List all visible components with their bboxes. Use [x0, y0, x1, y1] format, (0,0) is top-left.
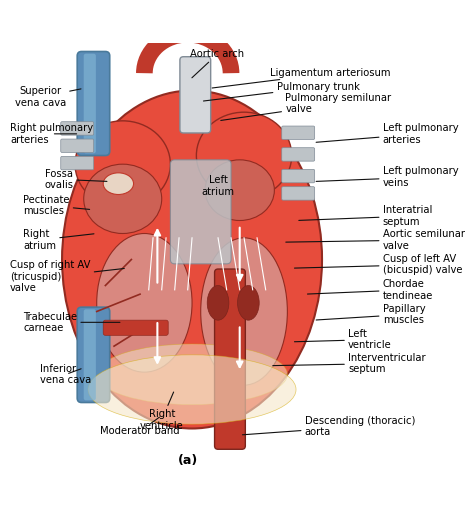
Text: Pectinate
muscles: Pectinate muscles — [23, 195, 90, 216]
FancyBboxPatch shape — [215, 269, 246, 449]
Text: Interventricular
septum: Interventricular septum — [273, 353, 426, 374]
Ellipse shape — [75, 121, 170, 208]
Text: Right
atrium: Right atrium — [23, 229, 94, 251]
Text: Papillary
muscles: Papillary muscles — [316, 304, 425, 325]
Text: Pulmonary trunk: Pulmonary trunk — [203, 82, 359, 101]
FancyBboxPatch shape — [282, 126, 315, 140]
Text: Ligamentum arteriosum: Ligamentum arteriosum — [212, 68, 391, 88]
Text: Chordae
tendineae: Chordae tendineae — [308, 279, 433, 301]
Text: Inferior
vena cava: Inferior vena cava — [40, 363, 91, 385]
Ellipse shape — [237, 285, 259, 320]
FancyBboxPatch shape — [61, 122, 94, 135]
FancyArrowPatch shape — [237, 327, 243, 367]
Text: Right
ventricle: Right ventricle — [140, 392, 183, 431]
Text: Left pulmonary
arteries: Left pulmonary arteries — [316, 123, 458, 145]
FancyBboxPatch shape — [103, 320, 168, 335]
Text: Left pulmonary
veins: Left pulmonary veins — [316, 167, 458, 188]
Text: Cusp of left AV
(bicuspid) valve: Cusp of left AV (bicuspid) valve — [294, 254, 462, 276]
Text: (a): (a) — [178, 454, 198, 467]
Text: Fossa
ovalis: Fossa ovalis — [45, 169, 107, 190]
FancyBboxPatch shape — [170, 160, 231, 264]
Ellipse shape — [97, 234, 192, 372]
Text: Interatrial
septum: Interatrial septum — [299, 206, 432, 227]
Text: Superior
vena cava: Superior vena cava — [15, 86, 81, 108]
Ellipse shape — [201, 238, 287, 385]
FancyBboxPatch shape — [282, 148, 315, 161]
FancyBboxPatch shape — [61, 156, 94, 170]
FancyBboxPatch shape — [84, 53, 96, 153]
Text: Left
atrium: Left atrium — [201, 175, 235, 197]
Ellipse shape — [97, 344, 287, 405]
Ellipse shape — [84, 164, 162, 234]
Text: Cusp of right AV
(tricuspid)
valve: Cusp of right AV (tricuspid) valve — [10, 260, 124, 293]
Text: Right pulmonary
arteries: Right pulmonary arteries — [10, 123, 93, 145]
FancyBboxPatch shape — [282, 187, 315, 200]
FancyBboxPatch shape — [282, 169, 315, 183]
Text: Descending (thoracic)
aorta: Descending (thoracic) aorta — [243, 416, 415, 437]
FancyBboxPatch shape — [61, 139, 94, 153]
FancyArrowPatch shape — [237, 228, 243, 280]
Ellipse shape — [88, 355, 296, 424]
FancyBboxPatch shape — [77, 51, 109, 156]
Text: Left
ventricle: Left ventricle — [294, 329, 392, 350]
Text: Pulmonary semilunar
valve: Pulmonary semilunar valve — [221, 93, 392, 120]
Ellipse shape — [205, 160, 274, 221]
FancyArrowPatch shape — [155, 230, 160, 283]
FancyBboxPatch shape — [84, 309, 96, 400]
FancyBboxPatch shape — [77, 307, 109, 403]
Ellipse shape — [207, 285, 229, 320]
Ellipse shape — [103, 173, 134, 195]
FancyBboxPatch shape — [180, 57, 210, 133]
Ellipse shape — [196, 112, 292, 199]
Ellipse shape — [62, 90, 322, 429]
FancyArrowPatch shape — [155, 323, 160, 363]
Text: Aortic arch: Aortic arch — [190, 49, 244, 78]
Text: Moderator band: Moderator band — [100, 417, 180, 436]
Text: Aortic semilunar
valve: Aortic semilunar valve — [286, 229, 465, 251]
Text: Trabeculae
carneae: Trabeculae carneae — [23, 311, 120, 333]
